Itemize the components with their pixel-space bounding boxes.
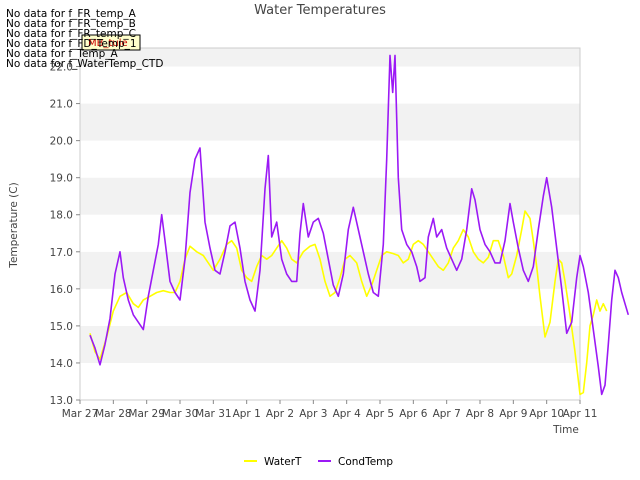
y-tick-label: 20.0 [50, 136, 73, 148]
tooltip-label-box: MB_tule [81, 34, 141, 51]
grid-bands [80, 48, 580, 400]
chart-title: Water Temperatures [254, 3, 386, 18]
grid-band [80, 214, 580, 252]
y-axis-label: Temperature (C) [8, 182, 20, 268]
y-tick-label: 22.0 [50, 62, 73, 74]
x-tick-label: Apr 3 [299, 408, 327, 420]
x-tick-label: Apr 11 [563, 408, 598, 420]
legend-label-watert: WaterT [264, 456, 302, 468]
grid-band [80, 177, 580, 215]
no-data-message: No data for f_FR_temp_B [6, 18, 136, 30]
x-tick-label: Mar 29 [128, 408, 165, 420]
y-axis: 13.0 14.0 15.0 16.0 17.0 18.0 19.0 20.0 21.0 22.0 [50, 62, 80, 407]
grid-band [80, 362, 580, 400]
y-tick-label: 16.0 [50, 284, 73, 296]
series-lines [89, 54, 630, 396]
x-axis-label: Time [552, 424, 579, 436]
tooltip-label: MB_tule [88, 38, 128, 49]
grid-band [80, 66, 580, 104]
grid-band [80, 103, 580, 141]
x-tick-label: Apr 2 [266, 408, 294, 420]
y-tick-label: 17.0 [50, 247, 73, 259]
series-line-condtemp [89, 54, 630, 396]
no-data-message: No data for f_Temp_A [6, 48, 118, 60]
x-tick-label: Apr 10 [529, 408, 564, 420]
x-tick-label: Apr 1 [233, 408, 261, 420]
series-line-watert [89, 210, 608, 396]
no-data-message: No data for f_FD_Temp_1 [6, 38, 137, 50]
y-tick-label: 14.0 [50, 358, 73, 370]
no-data-message: No data for f_WaterTemp_CTD [6, 58, 164, 70]
y-tick-label: 19.0 [50, 173, 73, 185]
x-tick-label: Apr 9 [499, 408, 527, 420]
no-data-message: No data for f_FR_temp_C [6, 28, 136, 40]
x-tick-label: Mar 31 [195, 408, 232, 420]
x-tick-label: Apr 5 [366, 408, 394, 420]
grid-band [80, 140, 580, 178]
x-tick-label: Apr 8 [466, 408, 494, 420]
grid-band [80, 325, 580, 363]
x-tick-label: Apr 7 [433, 408, 461, 420]
x-tick-label: Apr 6 [399, 408, 428, 420]
legend-label-condtemp: CondTemp [338, 456, 393, 468]
y-tick-label: 18.0 [50, 210, 73, 222]
legend: WaterT CondTemp [244, 456, 393, 468]
y-tick-label: 13.0 [50, 395, 73, 407]
y-tick-label: 15.0 [50, 321, 73, 333]
x-tick-label: Mar 28 [95, 408, 132, 420]
x-tick-label: Apr 4 [333, 408, 362, 420]
grid-band [80, 48, 580, 67]
x-tick-label: Mar 27 [62, 408, 99, 420]
plot-frame [79, 47, 581, 401]
x-tick-label: Mar 30 [162, 408, 199, 420]
y-tick-label: 21.0 [50, 99, 73, 111]
no-data-message: No data for f_FR_temp_A [6, 8, 136, 20]
